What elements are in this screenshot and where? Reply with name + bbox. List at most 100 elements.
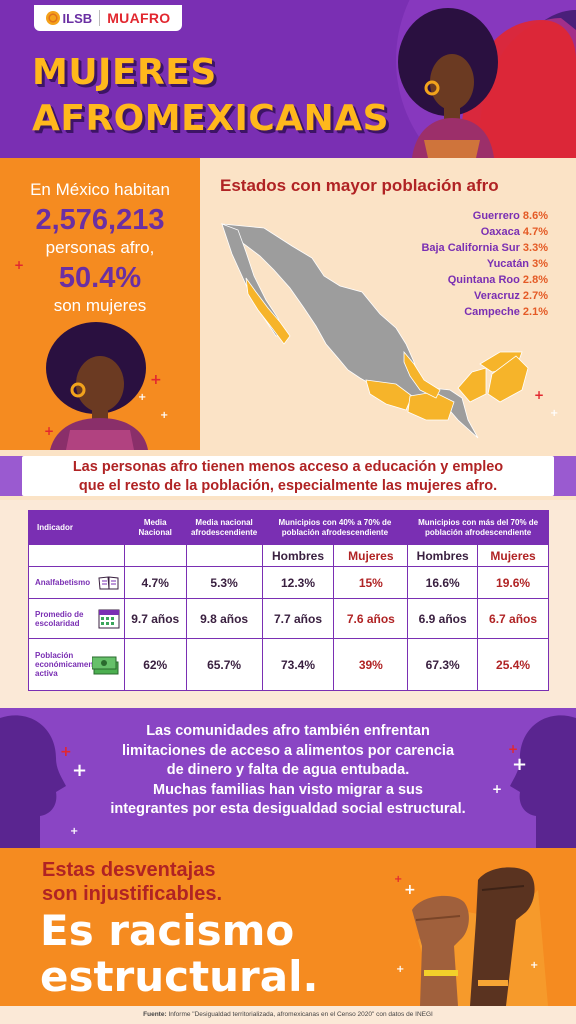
title-line-2: AFROMEXICANAS [32, 98, 390, 139]
mainland-states [220, 223, 479, 439]
blank-cell [123, 544, 187, 567]
national-value: 9.7 años [123, 598, 187, 639]
indicator-table-section: Indicador Media Nacional Media nacional … [0, 500, 576, 708]
message-line-5: integrantes por esta desigualdad social … [110, 801, 466, 817]
closing-subtitle: Estas desventajas son injustificables. [42, 858, 222, 906]
header-national: Media Nacional [123, 510, 187, 545]
headline-line-2: estructural. [40, 952, 319, 1001]
muafro-logo: MUAFRO [107, 10, 171, 26]
men-70-value: 67.3% [407, 638, 479, 691]
sparkle-icon: + [394, 874, 403, 885]
sparkle-icon: + [72, 760, 88, 781]
afro-value: 65.7% [185, 638, 263, 691]
indicator-label: Promedio de escolaridad [35, 609, 84, 628]
subheader-women: Mujeres [333, 544, 409, 567]
closing-headline: Es racismo estructural. [40, 908, 318, 1000]
table-row: Analfabetismo 4.7% 5.3% 12.3% 15% 16.6% … [28, 566, 549, 599]
ilsb-sun-icon [45, 11, 60, 25]
sparkle-icon: + [508, 742, 519, 756]
book-icon [98, 575, 119, 589]
header-national-afro: Media nacional afrodescendiente [185, 510, 263, 545]
afro-value: 5.3% [185, 566, 263, 599]
sparkle-icon: + [160, 410, 169, 421]
state-list: Guerrero 8.6% Oaxaca 4.7% Baja Californi… [421, 208, 548, 320]
subheader-women: Mujeres [477, 544, 549, 567]
footer-label: Fuente: [143, 1011, 167, 1018]
state-quintana-roo [487, 355, 529, 403]
state-veracruz [403, 350, 441, 399]
sparkle-icon: + [150, 372, 162, 388]
state-baja-california-sur [245, 277, 291, 345]
message-line-2: limitaciones de acceso a alimentos por c… [121, 742, 455, 759]
message-line-4: Muchas familias han visto migrar a sus [153, 781, 423, 798]
state-guerrero [365, 379, 413, 411]
afro-value: 9.8 años [185, 598, 263, 639]
woman-portrait-illustration [396, 0, 576, 158]
state-item: Quintana Roo 2.8% [447, 274, 548, 286]
ilsb-logo-text: ILSB [62, 10, 93, 26]
raised-fists-illustration [412, 867, 548, 1006]
indicator-label: Población económicamente activa [35, 651, 101, 678]
women-percent: 50.4% [58, 262, 142, 294]
header: ILSB MUAFRO MUJERES AFROMEXICANAS [0, 0, 576, 158]
national-value: 62% [123, 638, 187, 691]
banner-line-2: que el resto de la población, especialme… [78, 478, 498, 494]
men-40-70-value: 12.3% [261, 566, 335, 599]
women-70-value: 25.4% [477, 638, 549, 691]
profile-left-illustration [0, 715, 66, 848]
blank-cell [28, 544, 125, 567]
woman-illustration [46, 322, 148, 450]
men-40-70-value: 7.7 años [261, 598, 335, 639]
state-item: Baja California Sur 3.3% [421, 242, 548, 254]
message-line-1: Las comunidades afro también enfrentan [146, 723, 430, 739]
stats-people-afro: personas afro, [45, 238, 155, 257]
logo-bar: ILSB MUAFRO [34, 5, 182, 31]
footer-text: Informe "Desigualdad territorializada, a… [168, 1011, 433, 1018]
table-subheader-row: Hombres Mujeres Hombres Mujeres [28, 544, 549, 567]
subheader-men: Hombres [407, 544, 479, 567]
sparkle-icon: + [44, 424, 55, 438]
table-row: Población económicamente activa 62% 65.7… [28, 638, 549, 691]
state-campeche [457, 367, 487, 403]
state-item: Guerrero 8.6% [472, 210, 548, 222]
women-70-value: 6.7 años [477, 598, 549, 639]
header-indicator: Indicador [28, 510, 125, 545]
table-header-row: Indicador Media Nacional Media nacional … [28, 510, 549, 545]
message-line-3: de dinero y falta de agua entubada. [166, 762, 410, 778]
women-70-value: 19.6% [477, 566, 549, 599]
indicator-label: Analfabetismo [35, 578, 91, 587]
sparkle-icon: + [534, 388, 545, 402]
indicator-cell: Población económicamente activa [28, 638, 125, 691]
sparkle-icon: + [404, 882, 416, 898]
men-70-value: 6.9 años [407, 598, 479, 639]
men-70-value: 16.6% [407, 566, 479, 599]
sparkle-icon: + [492, 782, 503, 796]
national-value: 4.7% [123, 566, 187, 599]
calendar-icon [98, 609, 120, 628]
banner-line-1: Las personas afro tienen menos acceso a … [72, 459, 504, 475]
map-panel: Estados con mayor población afro Guerrer… [200, 158, 576, 450]
header-municipios-70: Municipios con más del 70% de población … [407, 510, 549, 545]
blank-cell [185, 544, 263, 567]
state-item: Campeche 2.1% [464, 306, 548, 318]
closing-section: Estas desventajas son injustificables. E… [0, 848, 576, 1006]
closing-line-2: son injustificables. [42, 883, 223, 905]
sparkle-icon: + [530, 960, 539, 971]
indicator-cell: Analfabetismo [28, 566, 125, 599]
women-40-70-value: 7.6 años [333, 598, 409, 639]
page-title: MUJERES AFROMEXICANAS [32, 50, 389, 142]
header-municipios-40-70: Municipios con 40% a 70% de población af… [261, 510, 409, 545]
state-item: Oaxaca 4.7% [480, 226, 548, 238]
message-text: Las comunidades afro también enfrentan l… [70, 722, 506, 820]
banner-text-box: Las personas afro tienen menos acceso a … [22, 456, 554, 496]
logo-divider [99, 10, 101, 26]
sparkle-icon: + [60, 744, 72, 760]
stats-intro: En México habitan [30, 180, 170, 199]
mexico-map [220, 223, 529, 439]
subheader-men: Hombres [261, 544, 335, 567]
table-row: Promedio de escolaridad 9.7 años 9.8 año… [28, 598, 549, 639]
men-40-70-value: 73.4% [261, 638, 335, 691]
sparkle-icon: + [14, 258, 25, 272]
sparkle-icon: + [550, 408, 559, 419]
ilsb-logo: ILSB [45, 10, 93, 26]
